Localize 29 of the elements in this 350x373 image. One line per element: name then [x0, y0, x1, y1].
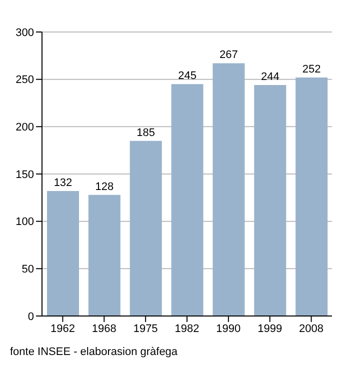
data-label: 267 — [220, 49, 238, 62]
y-tick-label: 200 — [16, 122, 34, 134]
bar — [130, 140, 162, 316]
y-tick-label: 0 — [28, 310, 34, 323]
bar — [254, 85, 286, 316]
source-note: fonte INSEE - elaborasion gràfega — [10, 346, 179, 358]
data-label: 132 — [54, 177, 72, 190]
bar — [171, 84, 204, 316]
bar — [47, 191, 79, 316]
x-tick-label: 1982 — [174, 322, 200, 335]
x-tick-label: 1975 — [133, 322, 158, 335]
y-tick-label: 300 — [16, 26, 34, 39]
data-label: 244 — [260, 71, 280, 84]
y-tick-label: 100 — [16, 216, 34, 228]
x-tick-label: 2008 — [299, 322, 324, 335]
bar — [88, 194, 120, 316]
x-tick-label: 1968 — [92, 322, 116, 335]
data-label: 185 — [136, 126, 156, 139]
y-tick-label: 50 — [22, 264, 34, 276]
data-label: 128 — [95, 180, 114, 193]
bar — [212, 63, 245, 316]
y-tick-label: 250 — [16, 74, 34, 86]
x-tick-label: 1999 — [258, 322, 282, 335]
x-tick-label: 1990 — [216, 322, 241, 335]
data-label: 252 — [302, 63, 321, 76]
y-tick-label: 150 — [16, 168, 34, 181]
bar — [296, 77, 328, 316]
data-label: 245 — [178, 70, 196, 82]
x-tick-label: 1962 — [50, 322, 75, 335]
